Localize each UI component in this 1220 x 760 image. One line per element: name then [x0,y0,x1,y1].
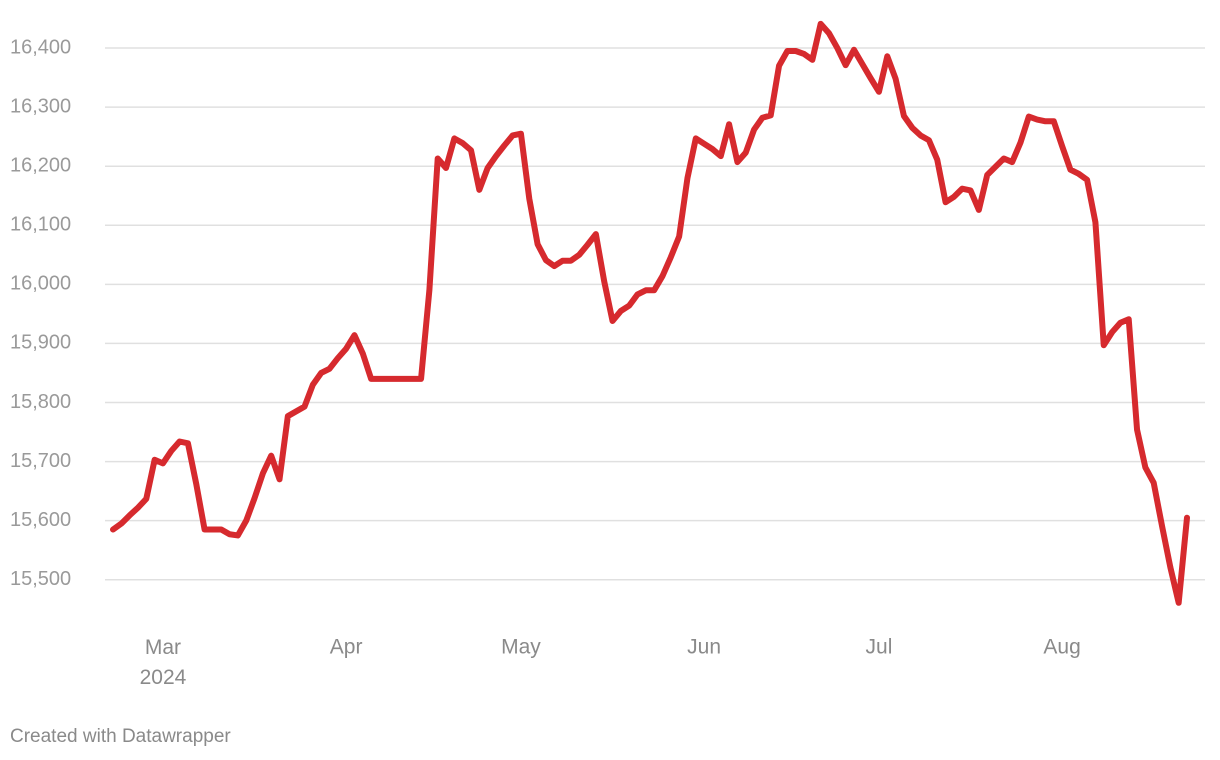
x-tick-label: Aug [1043,636,1080,659]
credit: Created with Datawrapper [10,726,231,747]
y-tick-label: 16,400 [10,36,71,58]
y-tick-label: 15,500 [10,568,71,590]
x-tick-label: Jun [687,636,721,659]
y-tick-label: 16,300 [10,95,71,117]
x-tick-label: Apr [330,636,363,659]
y-tick-label: 15,700 [10,450,71,472]
line [110,20,1190,606]
x-tick-label: Mar 2024 [140,636,187,689]
y-tick-label: 16,000 [10,273,71,295]
x-tick-label: Jul [866,636,893,659]
y-tick-label: 16,100 [10,214,71,236]
y-tick-label: 15,900 [10,332,71,354]
x-tick-line: 2024 [140,666,187,689]
x-tick-line: Mar [145,636,181,659]
y-tick-label: 15,800 [10,391,71,413]
y-tick-label: 15,600 [10,509,71,531]
y-tick-label: 16,200 [10,154,71,176]
x-tick-label: May [501,636,541,659]
